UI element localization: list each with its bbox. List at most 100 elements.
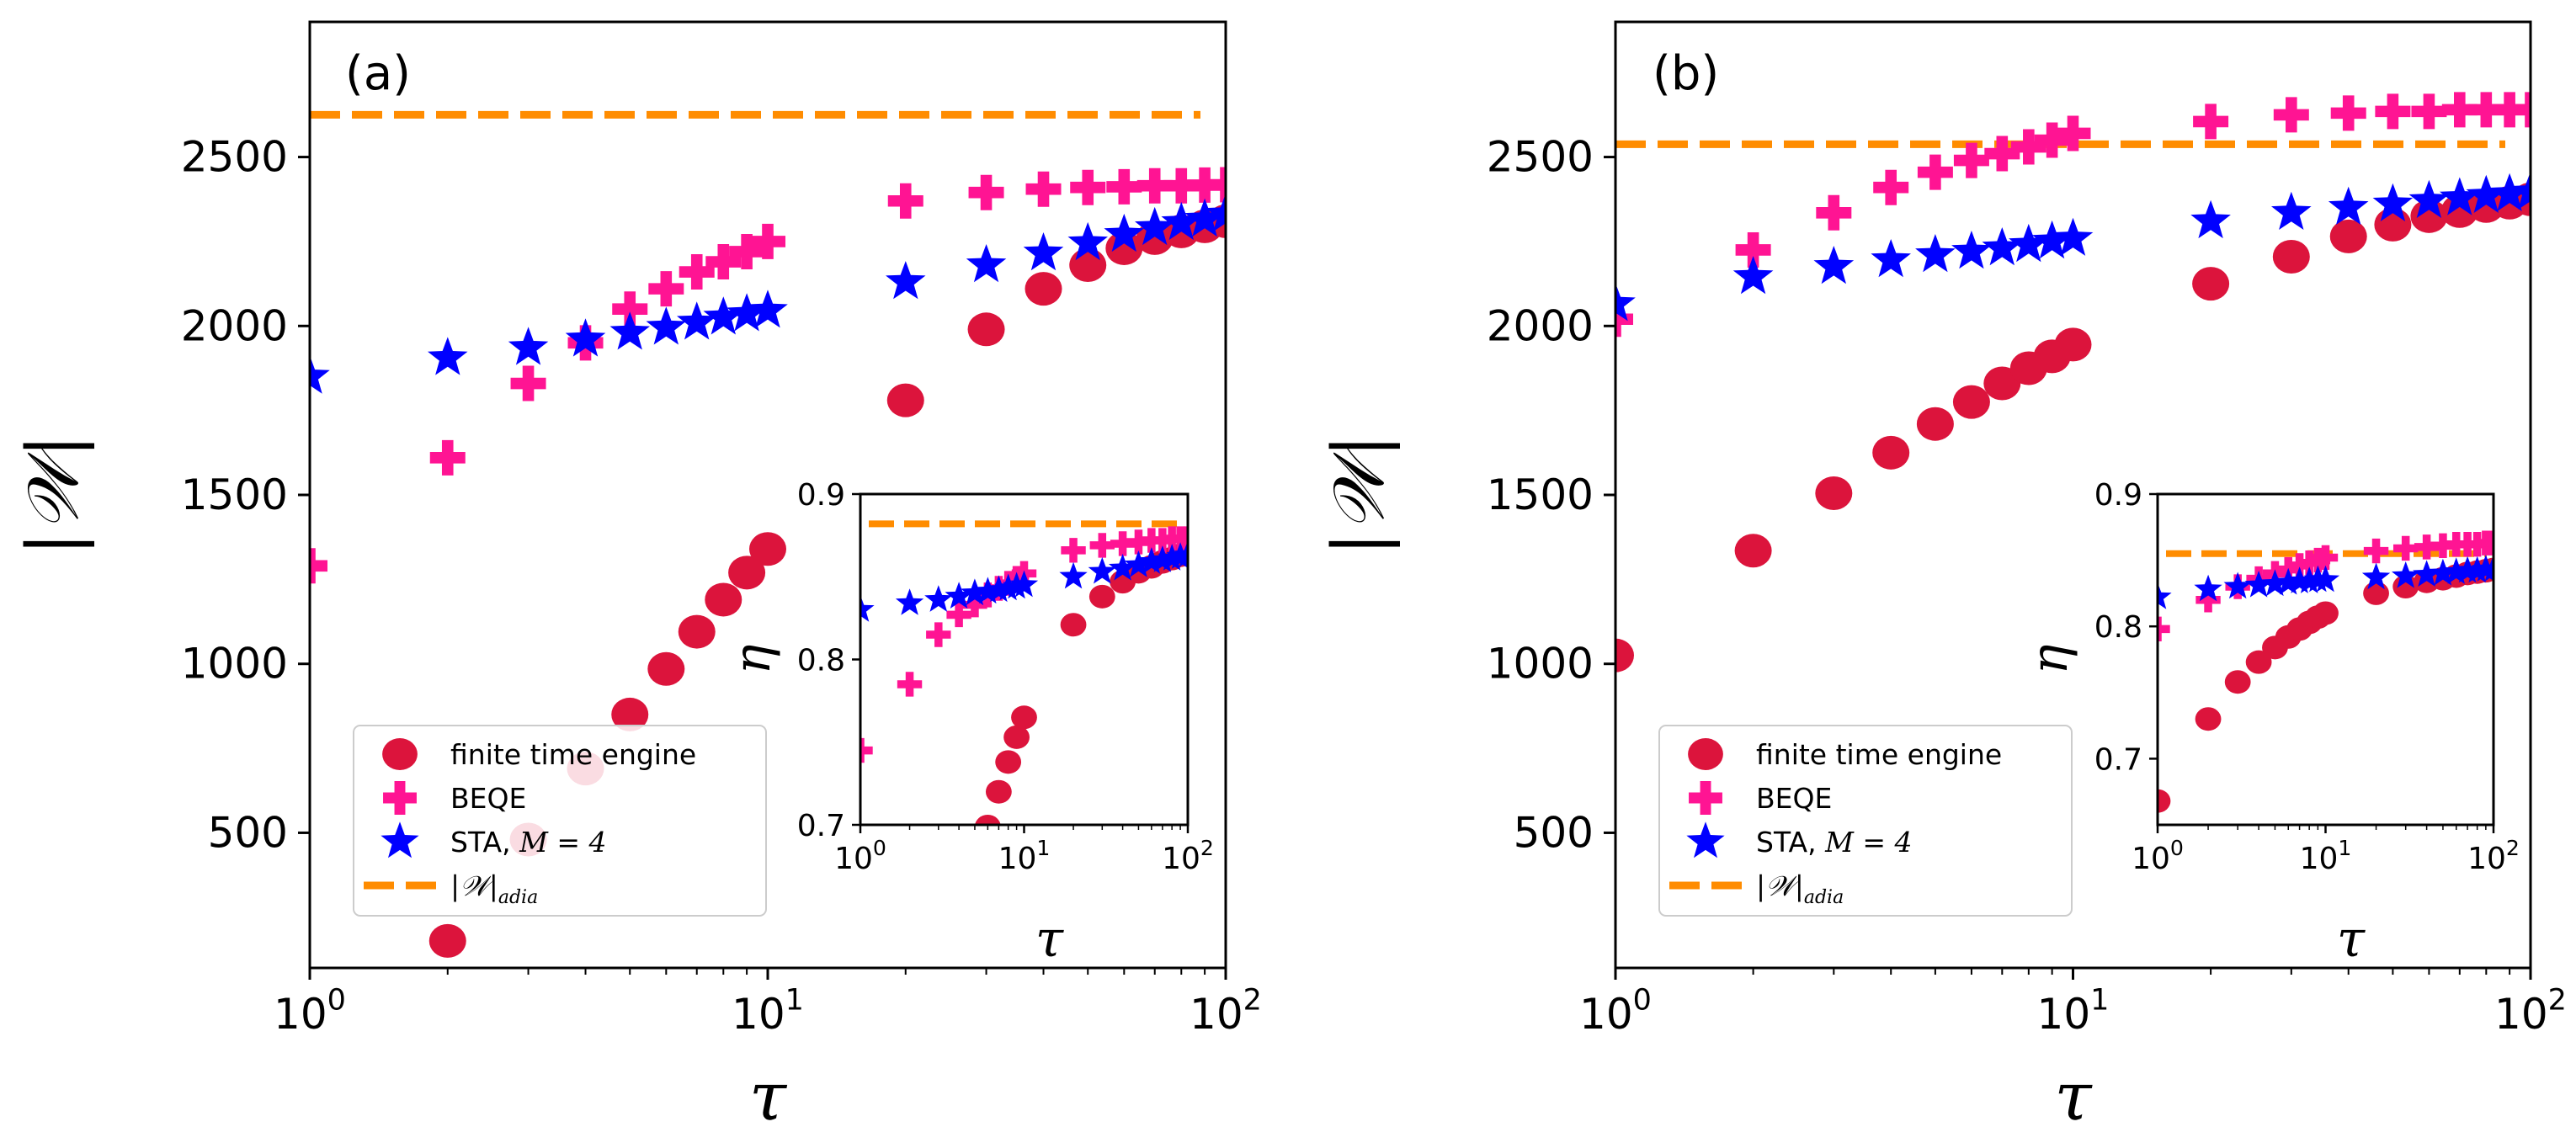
- y-tick-label: 1500: [181, 470, 288, 519]
- sta-point: [2052, 217, 2094, 256]
- finite-point: [1872, 435, 1910, 470]
- finite-point: [749, 532, 786, 566]
- inset-x-tick-label-exp: 0: [873, 836, 886, 860]
- inset-y-tick-label: 0.8: [2094, 610, 2142, 645]
- inset-x-tick-label-base: 10: [1162, 842, 1200, 876]
- inset-finite-point: [1088, 584, 1115, 609]
- sta-point: [2510, 171, 2531, 210]
- sta-point: [2372, 183, 2414, 221]
- y-tick-label: 1000: [1487, 640, 1594, 688]
- legend-beqe-swatch: [1689, 781, 1722, 815]
- sta-point: [2031, 220, 2073, 259]
- x-tick-label-exp: 1: [785, 984, 804, 1018]
- beqe-point: [1953, 142, 1989, 178]
- legend-label-adia: |𝒲|adia: [1756, 869, 1844, 908]
- inset-sta-point: [961, 578, 989, 606]
- sta-point: [2440, 177, 2480, 215]
- finite-point: [291, 1052, 328, 1086]
- inset-sta-point: [1059, 561, 1088, 589]
- beqe-point: [2034, 122, 2070, 158]
- sta-point: [2466, 174, 2507, 213]
- inset-sta-point: [973, 577, 1002, 604]
- sta-point: [310, 355, 330, 394]
- beqe-point: [705, 244, 742, 280]
- y-tick-label: 500: [208, 808, 288, 857]
- inset-sta-point: [860, 595, 875, 622]
- sta-point: [2328, 186, 2369, 225]
- sta-point: [1871, 239, 1911, 278]
- x-tick-label: 100: [274, 984, 346, 1039]
- legend: finite time engine BEQE STA, M = 4 |𝒲|adia: [353, 725, 767, 917]
- sta-point: [748, 290, 788, 328]
- x-tick-label: 102: [1190, 984, 1262, 1039]
- inset-beqe-point: [946, 602, 971, 628]
- inset-sta-point: [2158, 582, 2172, 609]
- sta-point: [1206, 193, 1226, 231]
- inset-x-tick-label: 101: [998, 836, 1051, 876]
- inset-series-sta: [2158, 555, 2494, 609]
- inset-finite-point: [2363, 581, 2389, 605]
- inset-finite-point: [1003, 725, 1030, 749]
- sta-point: [966, 244, 1007, 283]
- inset-x-tick-label: 100: [834, 836, 886, 876]
- sta-point: [1732, 256, 1774, 295]
- y-tick-label: 2500: [1487, 133, 1594, 182]
- inset-beqe-point: [962, 592, 987, 618]
- inset-sta-point: [2463, 556, 2492, 583]
- finite-point: [1815, 476, 1853, 510]
- inset-beqe-point: [1110, 531, 1136, 556]
- inset-x-tick-label-exp: 1: [1036, 836, 1050, 860]
- inset-beqe-point: [2392, 535, 2419, 561]
- legend-label-math: |𝒲|: [450, 869, 498, 902]
- inset-sta-point: [1124, 550, 1153, 577]
- beqe-point: [1984, 136, 2020, 172]
- legend-sta-swatch: [1686, 821, 1725, 859]
- sta-point: [2408, 179, 2450, 218]
- y-tick-label: 500: [1514, 808, 1594, 857]
- inset-x-tick-label-base: 10: [998, 842, 1037, 876]
- inset-sta-point: [2392, 561, 2420, 588]
- inset-sta-point: [2361, 562, 2391, 590]
- finite-point: [728, 556, 766, 590]
- beqe-point: [887, 183, 923, 219]
- finite-point: [886, 383, 924, 417]
- beqe-point: [2055, 115, 2091, 152]
- legend-finite-swatch: [1688, 738, 1723, 770]
- inset-x-tick-label: 102: [1162, 836, 1214, 876]
- inset-sta-point: [1174, 540, 1188, 567]
- sta-point: [646, 306, 687, 345]
- sta-point: [1813, 246, 1855, 284]
- x-tick-label: 100: [1579, 984, 1652, 1039]
- inset-x-axis-label: τ: [2337, 910, 2366, 969]
- series-beqe: [310, 167, 1226, 584]
- finite-point: [2272, 239, 2310, 274]
- series-beqe: [1615, 92, 2531, 338]
- inset-plot-area: [860, 520, 1188, 825]
- inset-y-tick-label: 0.7: [2094, 742, 2142, 777]
- finite-point: [2329, 219, 2367, 253]
- inset-sta-point: [924, 585, 953, 612]
- sta-point: [2190, 199, 2231, 239]
- beqe-point: [1735, 231, 1771, 268]
- legend-label-finite: finite time engine: [450, 738, 696, 771]
- legend-sta-swatch: [381, 821, 419, 859]
- inset-x-tick-label-base: 10: [2300, 842, 2339, 876]
- inset-sta-point: [2429, 558, 2457, 586]
- beqe-point: [1917, 154, 1953, 190]
- y-tick-label: 2000: [1487, 301, 1594, 350]
- panel-label: (a): [345, 46, 411, 101]
- legend: finite time engine BEQE STA, M = 4 |𝒲|adia: [1658, 725, 2073, 917]
- beqe-point: [1070, 169, 1106, 205]
- beqe-point: [1106, 168, 1142, 205]
- inset-beqe-point: [2158, 616, 2170, 642]
- inset-sta-point: [2223, 572, 2252, 599]
- series-sta: [1615, 171, 2531, 322]
- inset-y-tick-label: 0.9: [797, 478, 845, 513]
- inset-sta-point: [2311, 565, 2340, 593]
- inset-x-tick-label-base: 10: [834, 842, 873, 876]
- inset-y-tick-label: 0.8: [797, 644, 845, 678]
- inset-finite-point: [2313, 601, 2339, 625]
- inset-beqe-point: [1126, 529, 1152, 555]
- finite-point: [705, 582, 742, 617]
